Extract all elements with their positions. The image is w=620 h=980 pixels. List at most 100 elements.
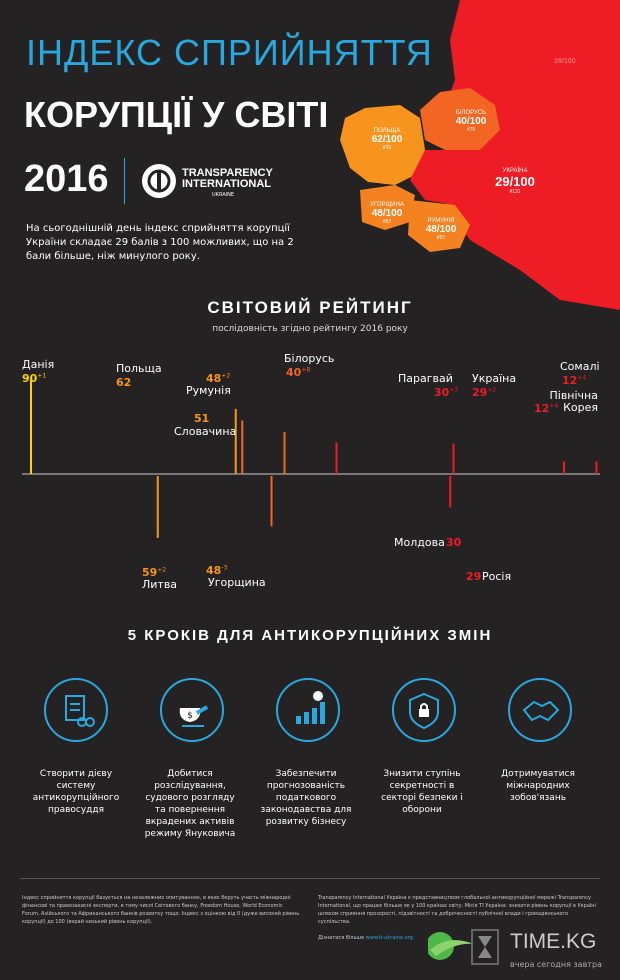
step-text: Забезпечити прогнозованість податкового … xyxy=(260,769,352,827)
chart-bar xyxy=(156,476,159,538)
footer-link[interactable]: www.ti-ukraine.org xyxy=(365,935,413,941)
europe-map xyxy=(340,0,620,310)
footer-about: Transparency International Україна є пре… xyxy=(318,895,596,925)
footer-divider xyxy=(20,878,600,879)
value-change: -3 xyxy=(221,564,228,572)
value-number: 29 xyxy=(472,386,488,399)
money-gavel-icon: $ xyxy=(160,678,224,742)
value-number: 62 xyxy=(116,376,132,389)
value-change: +2 xyxy=(221,372,231,380)
value-slovakia: 51 xyxy=(194,412,209,425)
map-hungary xyxy=(360,185,415,230)
org-name: TRANSPARENCY INTERNATIONAL xyxy=(182,168,273,190)
footer-more: Дізнатися більше www.ti-ukraine.org xyxy=(318,934,413,942)
value-change: +2 xyxy=(157,566,167,574)
map-region-value: 40/100 xyxy=(455,116,487,127)
value-change: +4 xyxy=(549,402,559,410)
value-number: 48 xyxy=(206,564,222,577)
map-romania xyxy=(408,200,470,252)
steps-title: 5 КРОКІВ ДЛЯ АНТИКОРУПЦІЙНИХ ЗМІН xyxy=(127,627,493,644)
label-somalia: Сомалі xyxy=(560,360,600,373)
chart-bar xyxy=(234,408,237,474)
map-region-rank: #57 xyxy=(382,219,392,225)
value-number: 48 xyxy=(206,372,222,385)
map-region-name: ПОЛЬЩА xyxy=(373,128,401,134)
map-region-value: 29/100 xyxy=(495,174,535,189)
value-number: 30 xyxy=(446,536,462,549)
map-region-rank: #79 xyxy=(466,127,476,133)
chart-bar xyxy=(283,432,286,474)
step-text: Дотримуватися міжнародних зобов'язань xyxy=(501,769,575,803)
value-hungary: 48-3 xyxy=(206,564,227,577)
growth-chart-icon xyxy=(276,678,340,742)
map-region-value: 29/100 xyxy=(554,58,576,65)
value-north-korea: 12+4 xyxy=(534,402,558,415)
chart-title: СВІТОВИЙ РЕЙТИНГ xyxy=(207,298,413,317)
value-ukraine: 29+2 xyxy=(472,386,496,399)
chart-bar xyxy=(241,420,244,474)
map-region-rank: #57 xyxy=(436,235,446,241)
divider xyxy=(124,158,125,204)
brand-watermark: TIME.KG вчера сегодня завтра xyxy=(426,924,620,980)
hourglass-icon xyxy=(471,929,499,965)
intro-text: На сьогоднішній день індекс сприйняття к… xyxy=(26,223,294,262)
chart-subtitle: послідовність згідно рейтингу 2016 року xyxy=(212,324,408,334)
transparency-logo-icon xyxy=(142,164,176,198)
map-region-rank: #131 xyxy=(509,189,521,195)
value-number: 30 xyxy=(434,386,450,399)
value-romania: 48+2 xyxy=(206,372,230,385)
chart-bar xyxy=(452,443,455,474)
shield-lock-icon xyxy=(392,678,456,742)
footer-methodology: Індекс сприйняття корупції базується на … xyxy=(22,895,300,925)
label-romania: Румунія xyxy=(186,384,231,397)
label-ukraine: Україна xyxy=(472,372,517,385)
value-change: +1 xyxy=(37,372,47,380)
label-lithuania: Литва xyxy=(142,578,178,591)
value-number: 51 xyxy=(194,412,210,425)
org-name-line-2: INTERNATIONAL xyxy=(182,178,272,190)
value-moldova: 30 xyxy=(446,536,461,549)
org-name-line-3: UKRAINE xyxy=(212,192,235,198)
map-region-value: 62/100 xyxy=(371,134,403,145)
ranking-chart xyxy=(22,379,600,538)
map-region-value: 48/100 xyxy=(425,224,457,235)
step-text: Знизити ступінь секретності в секторі бе… xyxy=(381,769,463,815)
value-lithuania: 59+2 xyxy=(142,566,166,579)
label-paraguay: Парагвай xyxy=(398,372,453,385)
chart-bar xyxy=(449,476,452,508)
label-poland: Польща xyxy=(116,362,162,375)
label-hungary: Угорщина xyxy=(208,576,266,589)
map-region-value: 48/100 xyxy=(371,208,403,219)
value-change: +2 xyxy=(487,386,497,394)
map-region-name: РУМУНІЯ xyxy=(427,218,455,224)
value-number: 90 xyxy=(22,372,38,385)
footer-more-label: Дізнатися більше xyxy=(318,935,365,941)
value-russia: 29 xyxy=(466,570,481,583)
value-number: 40 xyxy=(286,366,302,379)
value-poland: 62 xyxy=(116,376,131,389)
value-denmark: 90+1 xyxy=(22,372,46,385)
map-region-name: УГОРЩИНА xyxy=(370,202,404,208)
handshake-icon xyxy=(508,678,572,742)
map-ukraine xyxy=(410,130,560,215)
map-label-belarus: БІЛОРУСЬ 40/100 #79 xyxy=(446,110,496,133)
map-label-hungary: УГОРЩИНА 48/100 #57 xyxy=(362,202,412,225)
year: 2016 xyxy=(24,158,109,200)
value-number: 12 xyxy=(534,402,550,415)
map-belarus xyxy=(420,88,500,150)
value-change: +8 xyxy=(301,366,311,374)
org-name-line-1: TRANSPARENCY xyxy=(182,167,273,179)
title-line-2: КОРУПЦІЇ У СВІТІ xyxy=(24,94,329,135)
map-region-name: УКРАЇНА xyxy=(502,168,528,174)
chart-bar xyxy=(595,461,598,474)
value-paraguay: 30+3 xyxy=(434,386,458,399)
chart-axis xyxy=(22,473,600,475)
svg-text:$: $ xyxy=(187,711,193,721)
value-somalia: 12+4 xyxy=(562,374,586,387)
value-number: 29 xyxy=(466,570,482,583)
value-number: 12 xyxy=(562,374,578,387)
map-poland xyxy=(340,105,425,185)
label-belarus: Білорусь xyxy=(284,352,335,365)
step-text: Створити дієву систему антикорупційного … xyxy=(32,769,120,815)
